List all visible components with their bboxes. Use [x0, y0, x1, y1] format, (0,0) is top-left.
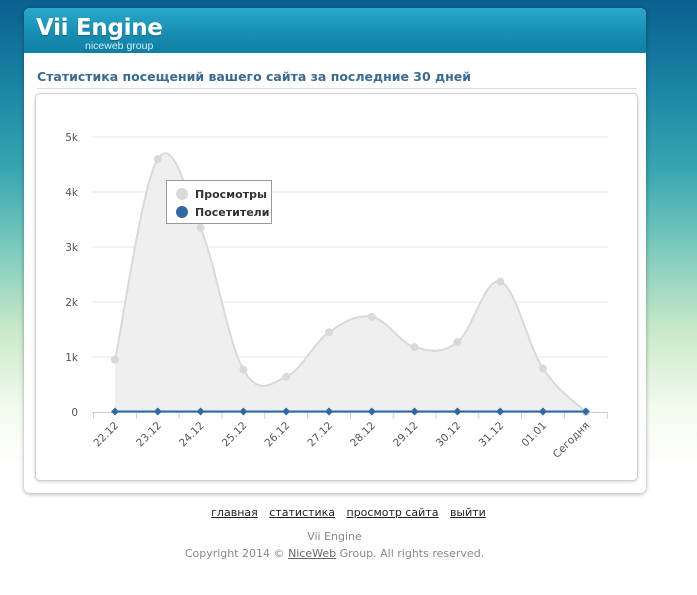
- views-point: [411, 343, 419, 351]
- x-tick-label: 22.12: [91, 420, 121, 450]
- views-point: [154, 155, 162, 163]
- footer-brand: Vii Engine: [0, 530, 669, 543]
- x-tick-label: 29.12: [391, 420, 421, 450]
- y-tick-label: 5k: [65, 132, 79, 144]
- footer-nav: главная статистика просмотр сайта выйти: [0, 506, 697, 519]
- x-tick-label: 28.12: [348, 420, 378, 450]
- copyright-suffix: Group. All rights reserved.: [340, 547, 485, 560]
- title-divider: [37, 88, 637, 89]
- legend-dot-visitors: [176, 206, 188, 218]
- legend-item-views[interactable]: Просмотры: [176, 187, 267, 201]
- views-point: [282, 373, 290, 381]
- x-tick-label: 27.12: [305, 420, 335, 450]
- footer-link-stats[interactable]: статистика: [269, 506, 335, 519]
- app-header: Vii Engine niceweb group: [24, 8, 646, 53]
- copyright-prefix: Copyright 2014 ©: [185, 547, 285, 560]
- views-point: [496, 278, 504, 286]
- x-tick-label: 31.12: [477, 420, 507, 450]
- footer-link-logout[interactable]: выйти: [450, 506, 486, 519]
- main-panel: Vii Engine niceweb group Статистика посе…: [24, 8, 646, 493]
- views-point: [368, 313, 376, 321]
- footer-link-view-site[interactable]: просмотр сайта: [347, 506, 439, 519]
- y-tick-label: 4k: [65, 187, 79, 199]
- legend-item-visitors[interactable]: Посетители: [176, 205, 269, 219]
- views-point: [325, 328, 333, 336]
- legend-label-views: Просмотры: [195, 188, 267, 201]
- x-tick-label: 26.12: [263, 420, 293, 450]
- x-tick-label: 30.12: [434, 420, 464, 450]
- y-tick-label: 0: [71, 407, 78, 419]
- visits-chart: 0 1k 2k 3k 4k 5k 22.12 23.12 24.12 25.12 26.12 27.1…: [36, 94, 637, 480]
- y-tick-label: 3k: [65, 242, 79, 254]
- brand-title: Vii Engine: [36, 15, 163, 41]
- x-tick-label: 23.12: [134, 420, 164, 450]
- chart-legend[interactable]: Просмотры Посетители: [166, 180, 272, 224]
- x-tick-label: 25.12: [220, 420, 250, 450]
- chart-container: 0 1k 2k 3k 4k 5k 22.12 23.12 24.12 25.12 26.12 27.1…: [35, 93, 638, 481]
- y-tick-label: 2k: [65, 297, 79, 309]
- views-point: [197, 224, 205, 232]
- footer-copyright: Copyright 2014 © NiceWeb Group. All righ…: [0, 547, 669, 560]
- x-tick-label: Сегодня: [551, 420, 592, 461]
- legend-label-visitors: Посетители: [195, 206, 269, 219]
- x-tick-label: 01.01: [519, 420, 549, 450]
- views-point: [539, 365, 547, 373]
- views-point: [453, 338, 461, 346]
- footer-link-home[interactable]: главная: [211, 506, 258, 519]
- y-tick-label: 1k: [65, 352, 79, 364]
- copyright-link[interactable]: NiceWeb: [288, 547, 336, 560]
- legend-dot-views: [176, 188, 188, 200]
- x-tick-label: 24.12: [177, 420, 207, 450]
- page-title: Статистика посещений вашего сайта за пос…: [37, 69, 471, 84]
- views-point: [239, 366, 247, 374]
- brand-subtitle: niceweb group: [85, 40, 153, 52]
- views-point: [111, 356, 119, 364]
